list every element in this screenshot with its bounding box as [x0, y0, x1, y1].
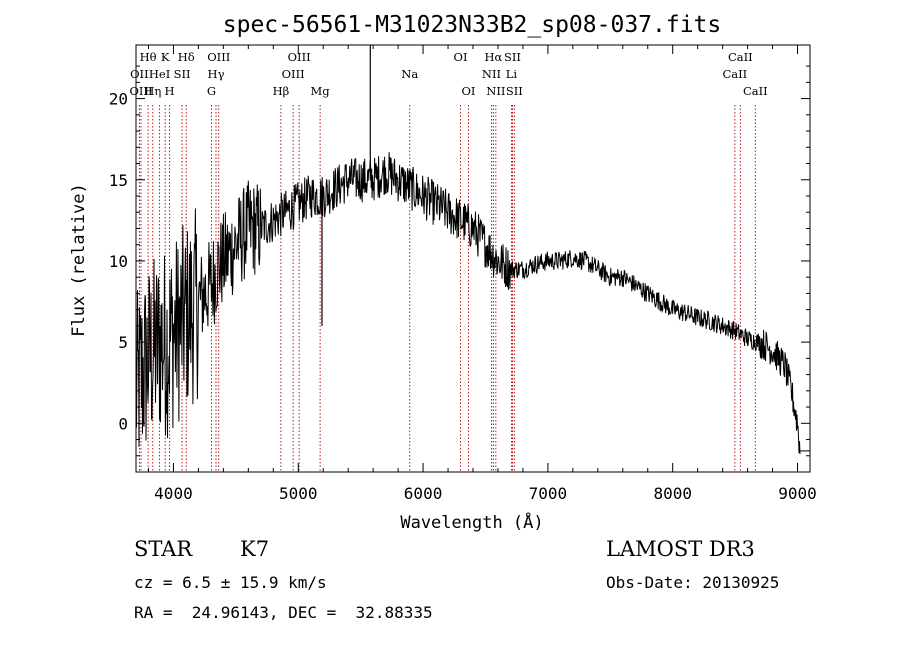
line-marker-label: K [161, 50, 170, 64]
object-subclass: K7 [240, 537, 270, 561]
y-tick-label: 10 [109, 252, 128, 271]
plot-frame [135, 44, 811, 473]
axis-ticks: 4000 5000 6000 7000 8000 9000 0 5 10 15 20 [109, 45, 817, 503]
redshift-value: cz = 6.5 ± 15.9 km/s [134, 573, 327, 592]
line-marker-label: SII [506, 84, 523, 98]
line-marker-label: OIII [129, 84, 152, 98]
line-marker-label: NII [482, 67, 501, 81]
y-axis-label: Flux (relative) [69, 183, 89, 337]
x-tick-label: 8000 [653, 484, 692, 503]
line-marker-label: OIII [282, 67, 305, 81]
x-axis-label: Wavelength (Å) [400, 511, 543, 533]
x-tick-label: 7000 [529, 484, 568, 503]
line-marker-label: Mg [311, 84, 331, 98]
line-marker-label: Na [401, 67, 418, 81]
x-tick-label: 4000 [154, 484, 193, 503]
y-tick-label: 20 [109, 90, 128, 109]
line-marker-label: HeI [149, 67, 170, 81]
line-marker-label: CaII [728, 50, 753, 64]
object-class: STAR [134, 537, 193, 561]
line-marker-label: NII [486, 84, 505, 98]
line-marker-label: G [207, 84, 216, 98]
spectrum-series [135, 45, 810, 455]
line-marker-label: OIII [207, 50, 230, 64]
line-marker-label: Hδ [178, 50, 195, 64]
line-marker-label: OII [130, 67, 149, 81]
coordinates: RA = 24.96143, DEC = 32.88335 [134, 603, 433, 622]
y-tick-label: 0 [118, 414, 128, 433]
line-marker-label: OI [462, 84, 476, 98]
line-marker-label: SII [174, 67, 191, 81]
x-tick-label: 6000 [404, 484, 443, 503]
line-marker-label: Li [506, 67, 518, 81]
line-marker-label: Hγ [208, 67, 225, 81]
line-marker-label: Hη [144, 84, 161, 98]
x-tick-label: 9000 [778, 484, 817, 503]
line-marker-label: OIII [288, 50, 311, 64]
y-tick-label: 15 [109, 171, 128, 190]
x-tick-label: 5000 [279, 484, 318, 503]
line-marker-label: CaII [722, 67, 747, 81]
line-marker-label: Hθ [140, 50, 157, 64]
line-marker-label: H [165, 84, 175, 98]
line-marker-label: SII [504, 50, 521, 64]
line-marker-label: Hα [484, 50, 502, 64]
chart-title: spec-56561-M31023N33B2_sp08-037.fits [223, 12, 722, 38]
line-marker-label: OI [454, 50, 468, 64]
survey-name: LAMOST DR3 [606, 537, 755, 561]
observation-date: Obs-Date: 20130925 [606, 573, 780, 592]
spectrum-line [135, 152, 801, 455]
line-marker-label: Hβ [273, 84, 290, 98]
line-marker-label: CaII [743, 84, 768, 98]
y-tick-label: 5 [118, 333, 128, 352]
